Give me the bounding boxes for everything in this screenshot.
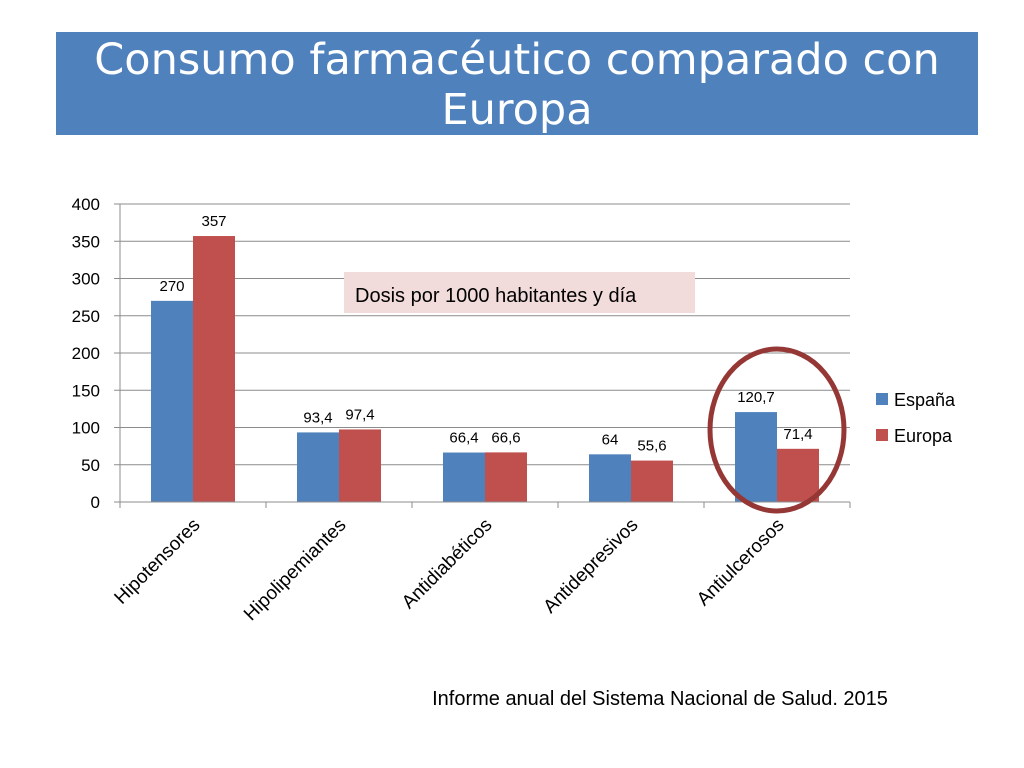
bar-espana — [443, 452, 485, 502]
data-label-europa: 71,4 — [783, 426, 812, 443]
y-tick-label: 400 — [72, 195, 100, 214]
y-tick-label: 300 — [72, 270, 100, 289]
y-tick-label: 150 — [72, 381, 100, 400]
highlight-circle — [707, 346, 847, 514]
y-tick-label: 200 — [72, 344, 100, 363]
data-label-europa: 55,6 — [637, 438, 666, 455]
annotation: Dosis por 1000 habitantes y día — [344, 272, 847, 514]
bar-espana — [297, 432, 339, 502]
data-label-europa: 66,6 — [491, 429, 520, 446]
data-label-espana: 270 — [159, 278, 184, 295]
data-labels: 270 357 93,4 97,4 66,4 66,6 64 55,6 120,7 71,4 — [159, 213, 812, 455]
legend-swatch — [876, 393, 888, 405]
x-tick-label: Antidiabéticos — [398, 515, 496, 613]
gridlines — [120, 203, 850, 466]
x-tick-label: Antiulcerosos — [693, 515, 789, 611]
bars — [151, 236, 819, 502]
y-tick-label: 350 — [72, 232, 100, 251]
data-label-europa: 97,4 — [345, 406, 374, 423]
legend: España Europa — [876, 390, 956, 446]
bar-europa — [193, 236, 235, 502]
x-tick-label: Antidepresivos — [540, 515, 643, 618]
annotation-text: Dosis por 1000 habitantes y día — [355, 285, 637, 307]
x-tick-label: Hipotensores — [111, 515, 205, 609]
legend-label: España — [894, 390, 956, 410]
y-tick-label: 250 — [72, 307, 100, 326]
slide-title: Consumo farmacéutico comparado con Europ… — [94, 35, 940, 135]
source-citation: Informe anual del Sistema Nacional de Sa… — [432, 688, 888, 710]
x-tick-label: Hipolipemiantes — [240, 515, 350, 625]
bar-espana — [589, 454, 631, 502]
y-tick-label: 100 — [72, 419, 100, 438]
y-tick-label: 0 — [91, 493, 100, 512]
title-bar: Consumo farmacéutico comparado con Europ… — [56, 32, 978, 135]
y-tick-label: 50 — [81, 456, 100, 475]
bar-europa — [631, 460, 673, 502]
data-label-espana: 66,4 — [449, 430, 478, 447]
data-label-espana: 64 — [602, 431, 619, 448]
bar-espana — [735, 412, 777, 502]
legend-swatch — [876, 429, 888, 441]
bar-europa — [339, 429, 381, 502]
bar-europa — [777, 448, 819, 502]
annotation-box — [344, 272, 695, 313]
bar-espana — [151, 300, 193, 502]
legend-label: Europa — [894, 426, 953, 446]
data-label-espana: 93,4 — [303, 409, 332, 426]
data-label-europa: 357 — [201, 213, 226, 230]
data-label-espana: 120,7 — [737, 389, 775, 406]
bar-europa — [485, 452, 527, 502]
